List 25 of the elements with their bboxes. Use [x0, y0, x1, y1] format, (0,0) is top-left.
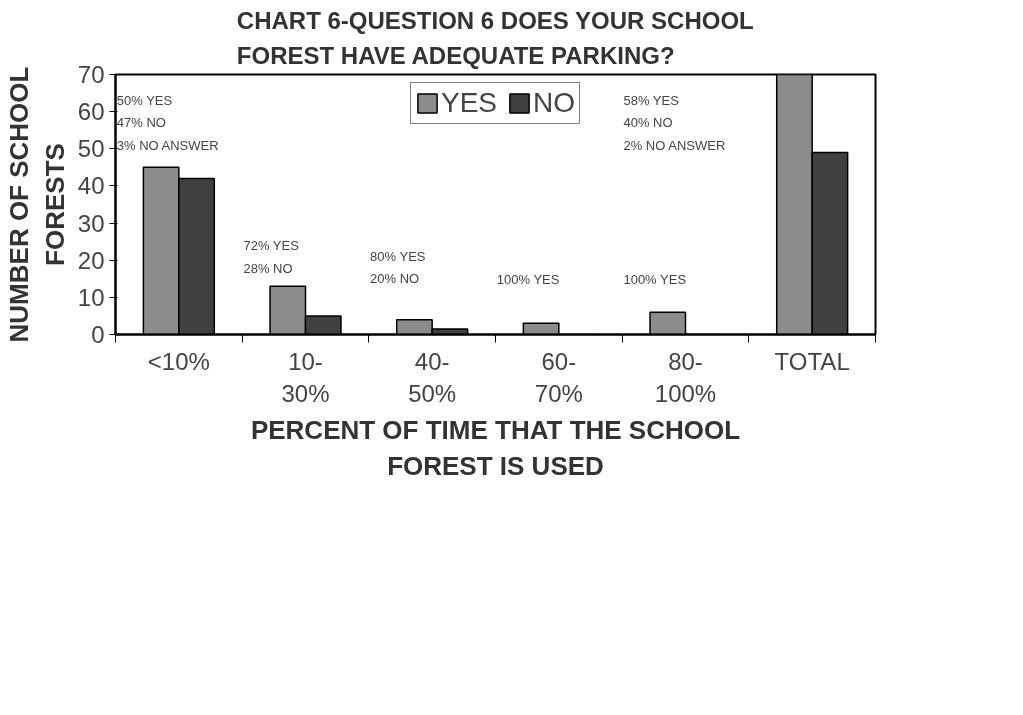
y-tick-label: 60	[77, 98, 105, 126]
y-tick-label: 40	[77, 172, 105, 200]
y-tick-label: 70	[77, 61, 105, 88]
annotation: 50% YES 47% NO 3% NO ANSWER	[116, 92, 219, 153]
x-axis-title: PERCENT OF TIME THAT THE SCHOOL FOREST IS USED	[250, 414, 741, 481]
annotation: 72% YES 28% NO	[243, 238, 300, 276]
y-tick-label: 50	[77, 135, 105, 163]
annotation: 100% YES	[623, 272, 687, 288]
y-tick-label: 0	[91, 321, 105, 348]
annotation: 58% YES 40% NO 2% NO ANSWER	[623, 92, 726, 153]
y-axis-title: NUMBER OF SCHOOL FORESTS	[3, 66, 70, 343]
x-tick-label: 40-50%	[408, 347, 457, 407]
legend-label: YES	[440, 87, 498, 119]
legend-label: NO	[533, 87, 576, 119]
annotation: 80% YES 20% NO	[370, 248, 426, 287]
x-tick-label: <10%	[147, 347, 210, 375]
y-tick-label: 30	[77, 209, 105, 237]
chart-title: CHART 6-QUESTION 6 DOES YOUR SCHOOL FOREST HAVE ADEQUATE PARKING?	[236, 7, 754, 70]
x-tick-label: TOTAL	[774, 347, 850, 375]
annotation: 100% YES	[496, 272, 560, 288]
y-tick-label: 20	[77, 246, 105, 274]
x-tick-label: 60-70%	[534, 347, 583, 407]
x-tick-label: 80-100%	[654, 347, 717, 407]
y-tick-label: 10	[77, 283, 105, 311]
x-tick-label: 10-30%	[281, 347, 330, 407]
